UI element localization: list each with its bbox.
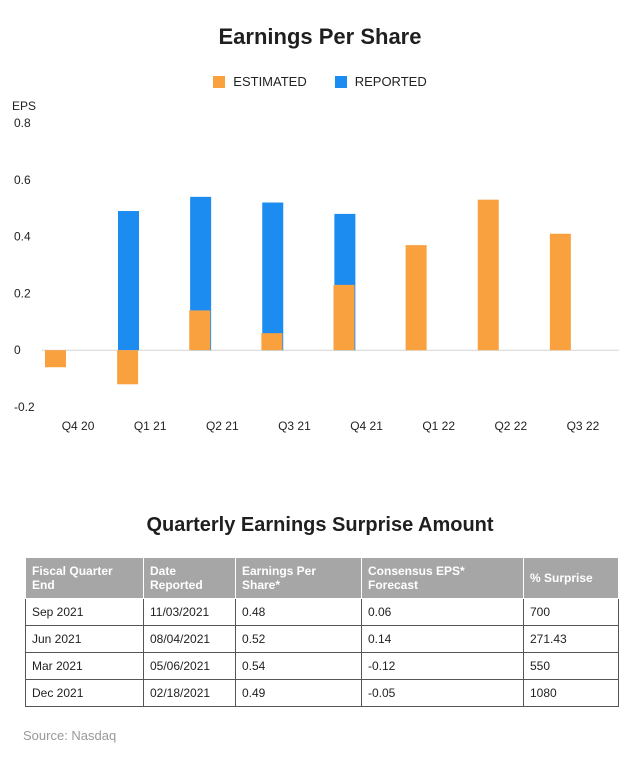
- header-fiscal-quarter-end: Fiscal Quarter End: [25, 557, 144, 599]
- x-tick-label: Q2 22: [494, 419, 527, 433]
- cell-earnings-per-share: 0.54: [235, 652, 362, 680]
- cell-date-reported: 05/06/2021: [143, 652, 236, 680]
- x-tick-label: Q1 22: [422, 419, 455, 433]
- y-tick-label: 0.2: [14, 286, 31, 300]
- legend-swatch-reported: [334, 75, 347, 88]
- bar-estimated: [549, 233, 571, 351]
- legend-label-reported: REPORTED: [354, 74, 427, 89]
- table-row: Mar 2021 05/06/2021 0.54 -0.12 550: [25, 652, 619, 680]
- bar-estimated: [405, 245, 427, 351]
- legend-item-estimated: ESTIMATED: [213, 74, 307, 89]
- y-tick-label: -0.2: [14, 400, 35, 414]
- cell-fiscal-quarter-end: Mar 2021: [25, 652, 144, 680]
- cell-earnings-per-share: 0.52: [235, 625, 362, 653]
- bar-estimated: [261, 333, 283, 351]
- cell-fiscal-quarter-end: Sep 2021: [25, 598, 144, 626]
- y-tick-label: 0.6: [14, 173, 31, 187]
- cell-surprise: 700: [523, 598, 619, 626]
- bar-estimated: [189, 310, 211, 351]
- x-tick-label: Q2 21: [206, 419, 239, 433]
- cell-consensus-forecast: -0.12: [361, 652, 524, 680]
- legend-item-reported: REPORTED: [334, 74, 427, 89]
- earnings-surprise-table: Fiscal Quarter End Date Reported Earning…: [25, 557, 619, 707]
- header-consensus-forecast: Consensus EPS* Forecast: [361, 557, 524, 599]
- x-tick-label: Q1 21: [134, 419, 167, 433]
- table-row: Sep 2021 11/03/2021 0.48 0.06 700: [25, 598, 619, 626]
- table-row: Jun 2021 08/04/2021 0.52 0.14 271.43: [25, 625, 619, 653]
- bar-reported: [118, 211, 139, 351]
- cell-consensus-forecast: 0.06: [361, 598, 524, 626]
- x-tick-label: Q4 21: [350, 419, 383, 433]
- bar-estimated: [333, 284, 355, 351]
- bar-reported: [262, 202, 284, 351]
- table-title: Quarterly Earnings Surprise Amount: [146, 514, 494, 536]
- legend-label-estimated: ESTIMATED: [233, 74, 307, 89]
- table-header-row: Fiscal Quarter End Date Reported Earning…: [25, 557, 619, 599]
- cell-consensus-forecast: -0.05: [361, 679, 524, 707]
- cell-surprise: 1080: [523, 679, 619, 707]
- cell-earnings-per-share: 0.48: [235, 598, 362, 626]
- x-tick-label: Q3 22: [567, 419, 600, 433]
- cell-surprise: 271.43: [523, 625, 619, 653]
- chart-legend: ESTIMATED REPORTED: [0, 74, 640, 89]
- cell-fiscal-quarter-end: Jun 2021: [25, 625, 144, 653]
- y-tick-label: 0: [14, 343, 21, 357]
- x-tick-label: Q4 20: [62, 419, 95, 433]
- header-earnings-per-share: Earnings Per Share*: [235, 557, 362, 599]
- cell-earnings-per-share: 0.49: [235, 679, 362, 707]
- x-tick-label: Q3 21: [278, 419, 311, 433]
- table-row: Dec 2021 02/18/2021 0.49 -0.05 1080: [25, 679, 619, 707]
- y-tick-label: 0.4: [14, 230, 31, 244]
- cell-date-reported: 02/18/2021: [143, 679, 236, 707]
- y-axis-label: EPS: [12, 99, 36, 113]
- header-date-reported: Date Reported: [143, 557, 236, 599]
- bar-estimated: [45, 350, 66, 368]
- source-note: Source: Nasdaq: [23, 728, 117, 743]
- eps-bar-chart: EPS 0.8 0.6 0.4 0.2 0 -0.2 Q4 20 Q1 21 Q2 21 Q3 21…: [12, 99, 619, 433]
- y-tick-label: 0.8: [14, 116, 31, 130]
- cell-fiscal-quarter-end: Dec 2021: [25, 679, 144, 707]
- bar-estimated: [477, 199, 499, 351]
- cell-date-reported: 11/03/2021: [143, 598, 236, 626]
- legend-swatch-estimated: [213, 75, 226, 88]
- cell-consensus-forecast: 0.14: [361, 625, 524, 653]
- header-surprise: % Surprise: [523, 557, 619, 599]
- bar-estimated: [117, 350, 139, 385]
- cell-date-reported: 08/04/2021: [143, 625, 236, 653]
- chart-title: Earnings Per Share: [218, 24, 422, 49]
- cell-surprise: 550: [523, 652, 619, 680]
